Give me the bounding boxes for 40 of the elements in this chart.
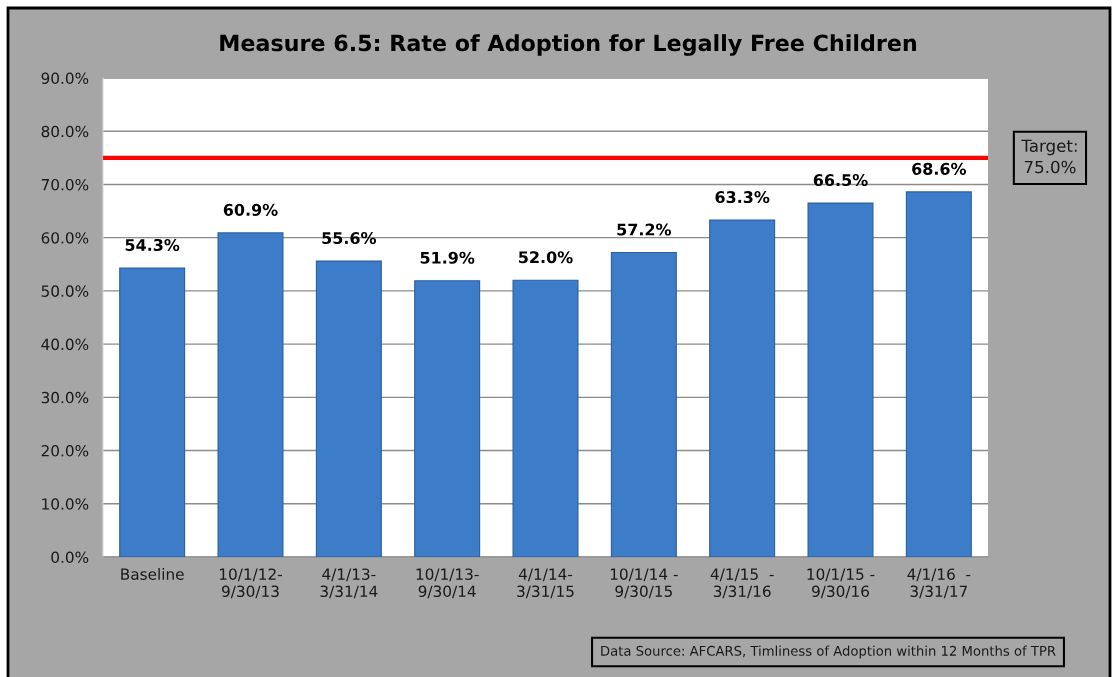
chart-title: Measure 6.5: Rate of Adoption for Legally Free Children [220, 34, 917, 56]
bar [512, 279, 579, 557]
data-label: 68.6% [912, 162, 967, 175]
data-label: 52.0% [519, 251, 573, 264]
bar [905, 191, 972, 557]
ref-line-label: Target: 75.0% [1021, 139, 1077, 174]
bar [119, 267, 186, 557]
y-tick-label: 20.0% [41, 445, 89, 457]
data-label: 63.3% [715, 191, 770, 204]
data-label: 66.5% [813, 174, 868, 187]
y-tick-label: 80.0% [41, 125, 89, 138]
bar [217, 232, 284, 557]
bar [315, 260, 382, 557]
x-tick-label: 4/1/13- 3/31/14 [320, 568, 378, 599]
x-tick-label: 10/1/14 - 9/30/15 [610, 568, 678, 599]
x-tick-label: 4/1/14- 3/31/15 [517, 568, 574, 599]
source-note: Data Source: AFCARS, Timliness of Adoption within 12 Months of TPR [601, 645, 1056, 659]
y-tick-label: 10.0% [42, 498, 89, 510]
y-tick-label: 70.0% [41, 178, 89, 191]
bar [610, 252, 677, 557]
y-tick-label: 40.0% [41, 338, 89, 351]
bar [414, 280, 481, 557]
x-tick-label: Baseline [121, 568, 184, 580]
x-tick-label: 10/1/15 - 9/30/16 [807, 568, 875, 599]
x-tick-label: 10/1/12- 9/30/13 [219, 568, 282, 599]
bar [807, 202, 874, 557]
y-tick-label: 90.0% [41, 72, 89, 85]
data-label: 54.3% [125, 238, 180, 252]
y-tick-label: 0.0% [51, 551, 89, 564]
data-label: 57.2% [617, 223, 672, 236]
data-label: 55.6% [322, 232, 377, 245]
x-tick-label: 4/1/16 - 3/31/17 [907, 568, 971, 599]
y-tick-label: 50.0% [41, 285, 89, 297]
bar [709, 219, 776, 557]
data-label: 51.9% [420, 251, 475, 264]
x-tick-label: 4/1/15 - 3/31/16 [710, 568, 774, 599]
y-tick-label: 30.0% [41, 391, 89, 404]
x-tick-label: 10/1/13- 9/30/14 [416, 568, 479, 599]
data-label: 60.9% [223, 203, 278, 216]
y-tick-label: 60.0% [41, 232, 89, 244]
